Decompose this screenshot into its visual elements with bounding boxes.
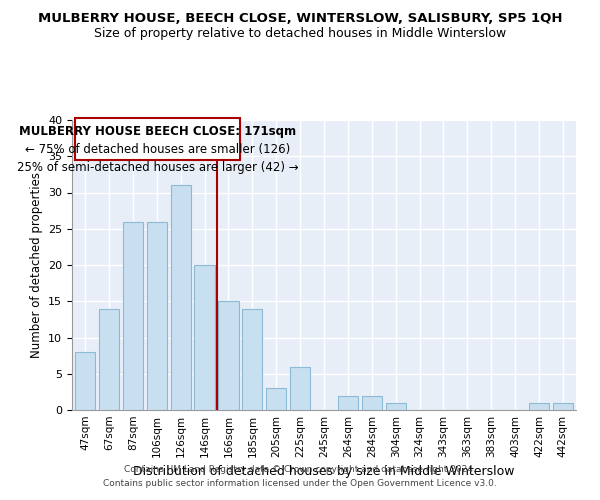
Bar (386, 403, 406, 410)
Text: 25% of semi-detached houses are larger (42) →: 25% of semi-detached houses are larger (… (17, 161, 299, 174)
Y-axis label: Number of detached properties: Number of detached properties (29, 172, 43, 358)
Bar (75, 352, 95, 410)
Bar (99, 308, 119, 410)
Bar (123, 222, 143, 410)
Text: ← 75% of detached houses are smaller (126): ← 75% of detached houses are smaller (12… (25, 144, 290, 156)
Bar (553, 403, 573, 410)
Bar (218, 301, 239, 410)
Bar (290, 366, 310, 410)
Text: MULBERRY HOUSE, BEECH CLOSE, WINTERSLOW, SALISBURY, SP5 1QH: MULBERRY HOUSE, BEECH CLOSE, WINTERSLOW,… (38, 12, 562, 26)
X-axis label: Distribution of detached houses by size in Middle Winterslow: Distribution of detached houses by size … (133, 466, 515, 478)
Bar (338, 396, 358, 410)
Bar (529, 403, 549, 410)
Text: Contains HM Land Registry data © Crown copyright and database right 2024.
Contai: Contains HM Land Registry data © Crown c… (103, 466, 497, 487)
Bar (194, 265, 215, 410)
Bar (170, 185, 191, 410)
Bar (242, 308, 262, 410)
Bar (362, 396, 382, 410)
Text: MULBERRY HOUSE BEECH CLOSE: 171sqm: MULBERRY HOUSE BEECH CLOSE: 171sqm (19, 126, 296, 138)
Bar (146, 222, 167, 410)
Bar (266, 388, 286, 410)
Text: Size of property relative to detached houses in Middle Winterslow: Size of property relative to detached ho… (94, 28, 506, 40)
